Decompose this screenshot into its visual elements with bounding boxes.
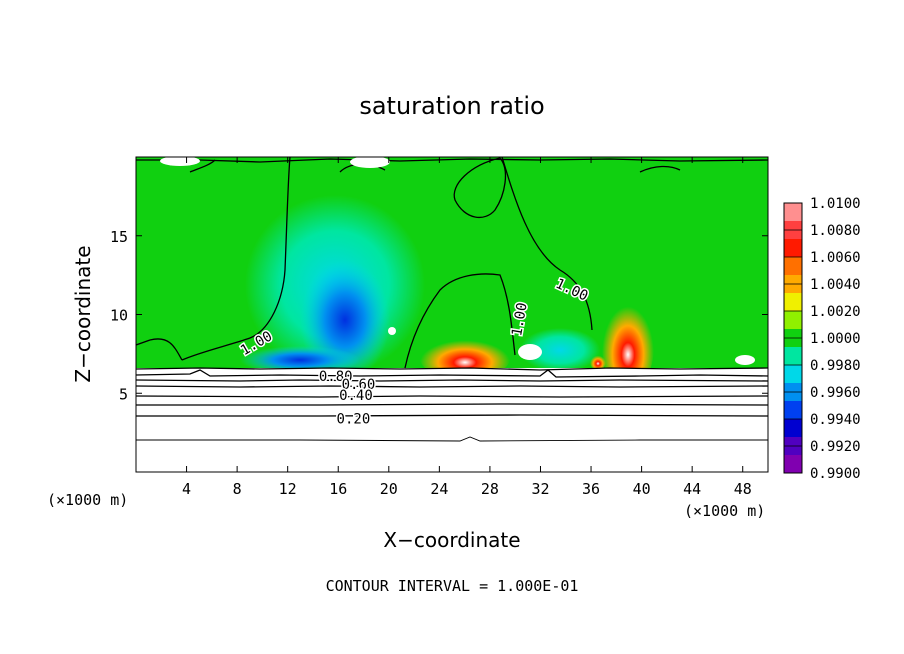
y-tick-label: 15: [110, 228, 128, 246]
contour-line-0.70: [136, 379, 768, 382]
contour-label: 0.40: [339, 388, 373, 404]
colorbar-label: 1.0040: [810, 277, 861, 293]
colorbar-label: 0.9900: [810, 466, 861, 482]
contour-1.00-left: [136, 157, 291, 361]
y-axis-ticks: 5 10 15: [110, 228, 768, 403]
x-tick-label: 36: [582, 480, 600, 498]
x-unit-left: (×1000 m): [47, 491, 128, 509]
x-tick-label: 44: [683, 480, 701, 498]
cloud-hole-3: [735, 355, 755, 365]
contour-line-0.40: [136, 395, 768, 398]
colorbar-label: 1.0060: [810, 250, 861, 266]
x-tick-label: 8: [233, 480, 242, 498]
contour-line-boundary: [136, 367, 768, 371]
contour-top-edge: [136, 158, 768, 163]
y-axis-label: Z−coordinate: [71, 245, 95, 382]
contour-label-group: 0.80: [317, 367, 354, 386]
contour-line-0.10: [136, 436, 768, 442]
colorbar-label: 0.9920: [810, 439, 861, 455]
contour-label-group: 0.60: [340, 375, 377, 394]
colorbar-swatch: [784, 347, 802, 366]
contour-label-group: 0.40: [338, 386, 375, 405]
colorbar-swatch: [784, 257, 802, 276]
colorbar-label: 1.0000: [810, 331, 861, 347]
colorbar-swatch: [784, 419, 802, 438]
x-tick-label: 32: [531, 480, 549, 498]
field-cyan-right: [520, 328, 600, 372]
x-tick-label: 12: [279, 480, 297, 498]
x-tick-label: 20: [380, 480, 398, 498]
field-blue-base: [240, 346, 360, 374]
x-tick-label: 16: [329, 480, 347, 498]
colorbar-swatch: [784, 203, 802, 222]
x-tick-label: 48: [734, 480, 752, 498]
colorbar-label: 1.0080: [810, 223, 861, 239]
colorbar-label: 1.0020: [810, 304, 861, 320]
x-axis-ticks: 4 8 12 16 20 24 28 32 36 40 44 48: [182, 157, 752, 498]
y-tick-label: 10: [110, 307, 128, 325]
x-tick-label: 24: [430, 480, 448, 498]
colorbar-label: 0.9940: [810, 412, 861, 428]
colorbar-swatch: [784, 293, 802, 312]
contour-line-0.80: [136, 369, 768, 378]
x-axis-label: X−coordinate: [383, 528, 520, 552]
colorbar: 1.0100 1.0080 1.0060 1.0040 1.0020 1.0000 0.99…: [783, 196, 861, 482]
contour-interval-footer: CONTOUR INTERVAL = 1.000E-01: [326, 577, 579, 595]
colorbar-label: 1.0100: [810, 196, 861, 212]
cloud-hole-4: [350, 157, 390, 168]
cloud-hole-2: [518, 344, 542, 360]
colorbar-swatch: [784, 239, 802, 258]
colorbar-swatch: [784, 401, 802, 420]
colorbar-swatch: [784, 455, 802, 474]
chart-title: saturation ratio: [359, 92, 544, 120]
y-tick-label: 5: [119, 385, 128, 403]
colorbar-swatch: [784, 311, 802, 330]
x-tick-label: 4: [182, 480, 191, 498]
contour-1.00-right: [501, 157, 593, 331]
x-tick-label: 40: [633, 480, 651, 498]
contour-1.00-top: [453, 157, 507, 219]
plot-area: [136, 157, 768, 472]
colorbar-label: 0.9980: [810, 358, 861, 374]
cloud-hole-5: [160, 157, 200, 166]
colorbar-label: 0.9960: [810, 385, 861, 401]
cloud-hole-1: [388, 327, 396, 335]
x-unit-right: (×1000 m): [684, 502, 765, 520]
stable-layer-background: [136, 368, 768, 472]
colorbar-swatch: [784, 365, 802, 384]
contour-1.00-mid: [404, 273, 516, 369]
contour-label: 0.80: [319, 369, 353, 385]
contour-line-0.20: [136, 414, 768, 417]
field-hot-small: [590, 354, 606, 370]
contour-label: 0.60: [342, 377, 376, 393]
cloud-holes: [160, 157, 755, 365]
x-tick-label: 28: [481, 480, 499, 498]
contour-line-0.60: [136, 385, 768, 388]
contour-label: 0.20: [337, 411, 371, 427]
contour-label-group: 0.20: [335, 410, 372, 429]
contour-lines: [136, 157, 768, 442]
contour-line-0.30: [136, 403, 768, 406]
